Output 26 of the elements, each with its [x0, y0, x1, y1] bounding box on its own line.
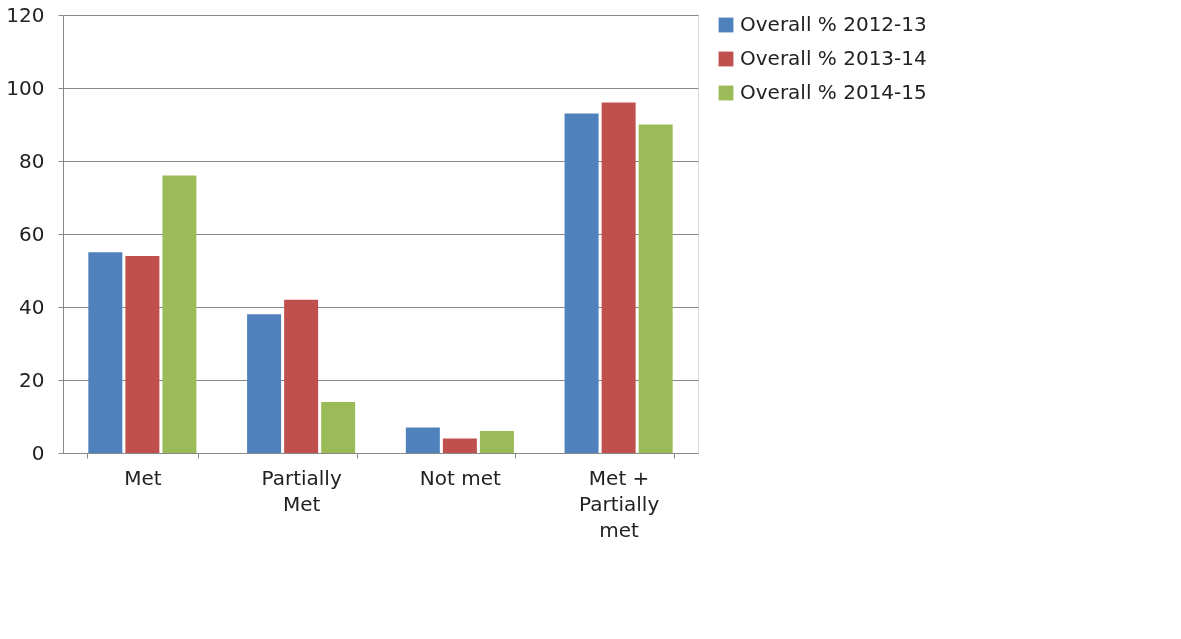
legend-label: Overall % 2012-13	[740, 12, 927, 36]
y-tick-label: 0	[31, 440, 45, 465]
bar	[564, 113, 599, 453]
bar	[125, 255, 160, 453]
y-tick-label: 120	[6, 2, 45, 27]
bar	[405, 427, 440, 453]
y-tick-label: 80	[19, 148, 45, 173]
bar	[638, 124, 673, 453]
y-tick-label: 40	[19, 294, 45, 319]
bar	[321, 401, 356, 453]
x-tick-label: Met	[124, 465, 162, 490]
y-tick-label: 100	[6, 75, 45, 100]
legend-label: Overall % 2014-15	[740, 80, 927, 104]
bar	[479, 431, 514, 453]
bar	[88, 252, 123, 453]
y-tick-label: 20	[19, 367, 45, 392]
bar	[247, 314, 282, 453]
legend-label: Overall % 2013-14	[740, 46, 927, 70]
x-tick-label: Met + Partially met	[579, 465, 660, 542]
y-tick-label: 60	[19, 221, 45, 246]
bar	[601, 102, 636, 453]
x-tick-label: Partially Met	[261, 465, 342, 516]
bar	[442, 438, 477, 453]
bar	[162, 175, 197, 453]
x-tick-label: Not met	[419, 465, 502, 490]
bar	[284, 299, 319, 453]
